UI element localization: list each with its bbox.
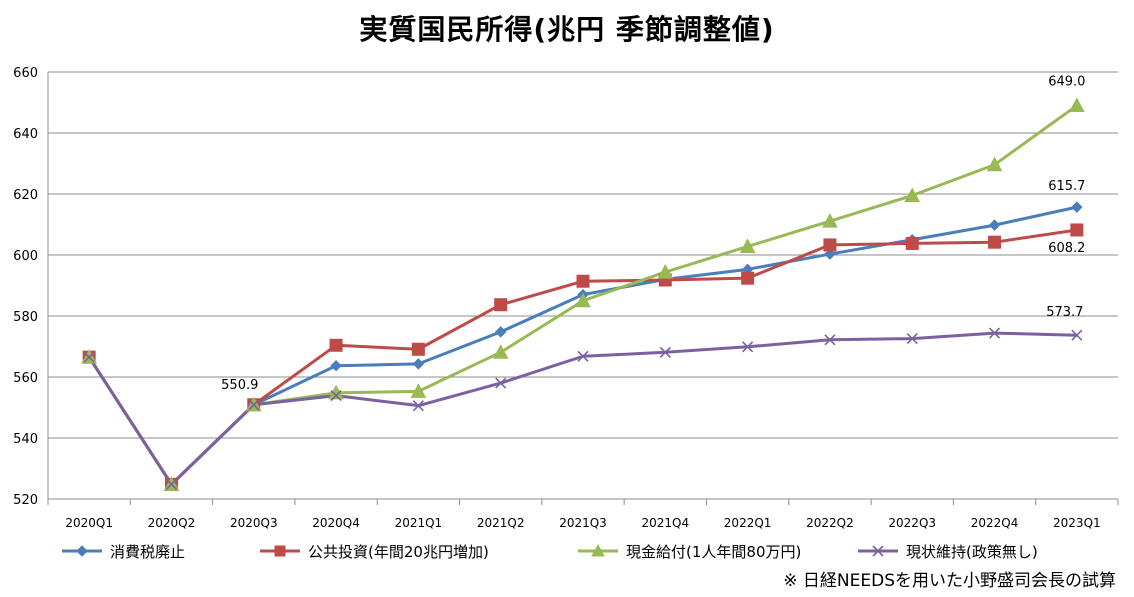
data-point-3 <box>83 351 95 363</box>
x-tick-label: 2022Q2 <box>806 516 854 530</box>
data-point-2 <box>986 156 1003 172</box>
x-tick-label: 2022Q1 <box>724 516 772 530</box>
legend-marker-1 <box>274 545 286 557</box>
data-point-2 <box>904 187 921 203</box>
data-point-1 <box>494 298 508 312</box>
data-point-2 <box>410 383 427 398</box>
legend-marker-2 <box>591 543 605 557</box>
x-tick-label: 2022Q3 <box>888 516 936 530</box>
x-tick-label: 2020Q3 <box>230 516 278 530</box>
data-point-0 <box>1071 201 1083 213</box>
data-point-1 <box>823 238 837 252</box>
source-note: ※ 日経NEEDSを用いた小野盛司会長の試算 <box>783 571 1116 591</box>
legend-label-2: 現金給付(1人年間80万円) <box>626 543 801 561</box>
legend-label-0: 消費税廃止 <box>110 543 185 561</box>
data-point-2 <box>822 213 838 228</box>
legend-marker-3 <box>872 545 884 557</box>
data-point-1 <box>905 236 919 250</box>
y-tick-label: 580 <box>13 310 38 325</box>
legend-marker-0 <box>76 545 88 557</box>
data-label: 649.0 <box>1048 75 1085 90</box>
x-tick-label: 2020Q1 <box>65 516 113 530</box>
x-tick-label: 2023Q1 <box>1053 516 1101 530</box>
data-point-1 <box>411 342 425 356</box>
x-tick-label: 2020Q4 <box>312 516 360 530</box>
data-point-2 <box>575 292 591 308</box>
data-point-3 <box>659 346 671 358</box>
data-point-1 <box>741 271 755 285</box>
legend-label-1: 公共投資(年間20兆円増加) <box>308 543 489 561</box>
data-point-3 <box>165 478 178 490</box>
x-tick-label: 2021Q3 <box>559 516 607 530</box>
y-tick-label: 600 <box>13 249 38 264</box>
data-point-3 <box>330 390 342 402</box>
data-point-3 <box>412 400 424 412</box>
y-tick-label: 620 <box>13 188 38 203</box>
data-point-1 <box>1070 223 1084 237</box>
data-point-2 <box>657 264 674 279</box>
data-point-1 <box>329 338 343 352</box>
chart-title: 実質国民所得(兆円 季節調整値) <box>359 13 775 46</box>
y-tick-label: 540 <box>13 432 38 447</box>
data-label: 550.9 <box>221 378 258 393</box>
x-tick-label: 2021Q2 <box>477 516 525 530</box>
data-point-3 <box>824 334 836 346</box>
data-point-1 <box>988 235 1002 249</box>
data-point-0 <box>412 358 425 370</box>
data-label: 615.7 <box>1048 179 1085 194</box>
data-point-2 <box>492 344 509 359</box>
legend-label-3: 現状維持(政策無し) <box>906 543 1038 561</box>
data-point-2 <box>1069 97 1085 113</box>
data-point-1 <box>576 274 590 288</box>
series-line-0 <box>87 205 1078 486</box>
data-point-0 <box>494 326 507 338</box>
data-point-3 <box>495 377 507 389</box>
data-point-3 <box>1071 329 1083 341</box>
data-point-3 <box>577 350 589 362</box>
x-tick-label: 2022Q4 <box>971 516 1019 530</box>
data-point-3 <box>742 341 754 353</box>
data-point-3 <box>248 399 260 411</box>
data-point-0 <box>330 360 342 372</box>
y-tick-label: 640 <box>13 127 38 142</box>
y-tick-label: 660 <box>13 66 38 81</box>
data-point-0 <box>824 248 836 260</box>
data-label: 608.2 <box>1048 241 1085 256</box>
data-point-3 <box>906 333 918 345</box>
data-label: 573.7 <box>1046 305 1083 320</box>
y-tick-label: 560 <box>13 371 38 386</box>
data-point-2 <box>739 238 756 253</box>
x-tick-label: 2021Q1 <box>395 516 443 530</box>
y-tick-label: 520 <box>13 493 38 508</box>
data-point-0 <box>988 219 1001 231</box>
x-tick-label: 2021Q4 <box>641 516 689 530</box>
data-point-3 <box>988 327 1001 339</box>
x-tick-label: 2020Q2 <box>148 516 196 530</box>
